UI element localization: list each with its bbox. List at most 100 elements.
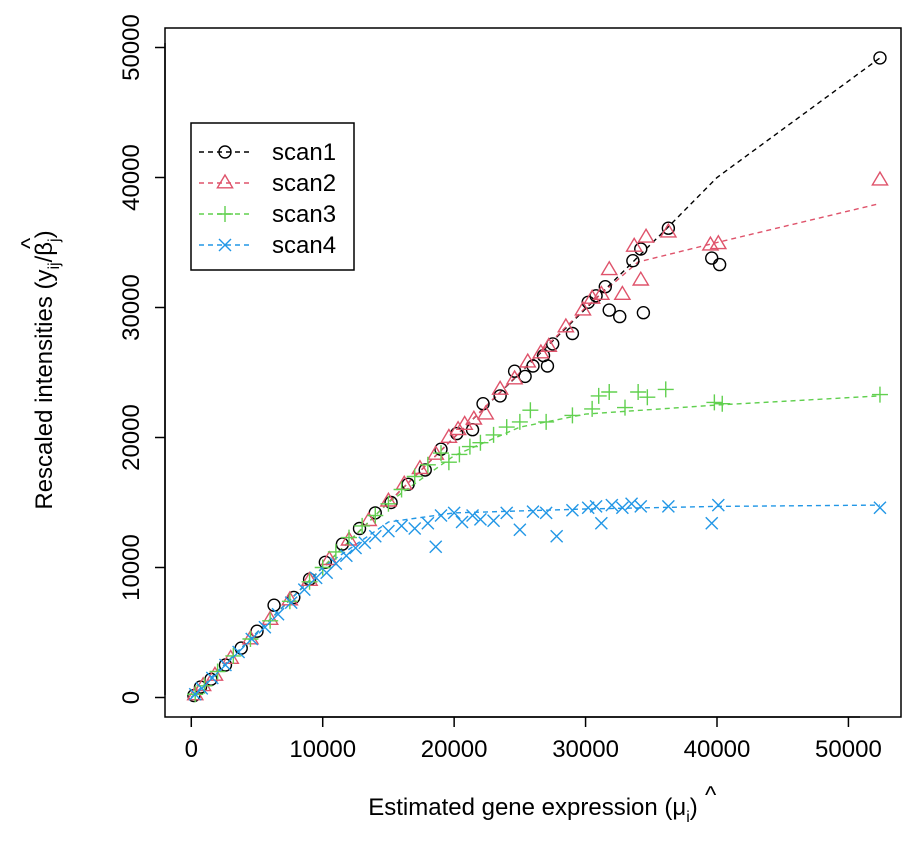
scan4-point: [705, 516, 719, 530]
scan3-point: [657, 381, 674, 398]
scan4-point: [605, 498, 619, 512]
scan4-point: [473, 512, 487, 526]
scan4-point: [455, 515, 469, 529]
scan4-point: [625, 497, 639, 511]
scan2-point: [465, 409, 483, 425]
scan2-point: [637, 227, 655, 243]
x-axis-title-subscript: i: [686, 809, 690, 826]
scan1-point: [626, 254, 640, 268]
scan1-point: [493, 389, 507, 403]
data-points: [186, 51, 889, 703]
scan3-point: [314, 559, 331, 576]
y-axis-title-subscript-ij: ij: [46, 262, 63, 269]
scan1-point: [287, 590, 301, 605]
scan4-point: [218, 658, 232, 672]
scan4-point: [581, 501, 595, 515]
scan4-point: [408, 522, 422, 535]
scan4-point: [358, 536, 372, 550]
scan1-point: [634, 242, 648, 256]
scan2-point: [320, 550, 339, 566]
scan4-point: [381, 524, 395, 538]
scan1-point: [602, 303, 616, 317]
y-tick-label: 0: [118, 691, 145, 704]
scan3-point: [367, 507, 384, 524]
legend-label-scan4: scan4: [272, 232, 336, 259]
scan3-point: [590, 387, 607, 404]
scan4-point: [589, 499, 603, 513]
scan4-point: [395, 519, 409, 533]
scan3-point: [451, 446, 468, 463]
scan1-point: [873, 51, 887, 65]
scan4-point: [661, 499, 675, 513]
scan1-point: [526, 359, 540, 373]
scan2-point: [539, 337, 558, 352]
scan4-point: [271, 607, 285, 621]
scan4-point: [711, 498, 725, 512]
x-axis-title-hat: ^: [705, 782, 717, 809]
scan3-point: [419, 456, 436, 473]
scan2-point: [613, 285, 632, 300]
scan4-point: [539, 506, 553, 520]
scan2-point: [440, 428, 458, 443]
scan4-point: [615, 501, 629, 515]
scan4-point: [284, 596, 298, 610]
x-tick-label: 30000: [552, 736, 619, 763]
scan2-point: [518, 352, 537, 368]
scan2-point: [709, 234, 728, 250]
scan4-point: [466, 509, 480, 522]
scan3-points: [187, 381, 888, 703]
scan3-point: [511, 413, 528, 430]
scan3-point: [630, 384, 647, 400]
scan2-fit-curve: [190, 202, 881, 698]
scan2-point: [625, 237, 644, 252]
scan4-point: [429, 540, 443, 554]
scan4-point: [297, 583, 311, 597]
scan4-point: [594, 516, 608, 530]
scan3-point: [225, 647, 242, 664]
scan2-point: [455, 415, 474, 430]
x-tick-label: 0: [185, 736, 198, 763]
scan4-point: [205, 671, 219, 685]
scan3-point: [393, 481, 410, 498]
scan1-point: [613, 309, 627, 324]
legend-marker-scan3: [217, 206, 233, 222]
legend: scan1 scan2 scan3 scan4: [190, 122, 355, 271]
scan3-point: [472, 434, 489, 451]
scan1-point: [546, 337, 560, 351]
scan4-point: [634, 499, 648, 513]
scan1-point: [318, 555, 333, 569]
legend-label-scan3: scan3: [272, 201, 336, 228]
scan2-point: [592, 285, 611, 300]
scan4-point: [258, 620, 272, 634]
legend-label-scan1: scan1: [272, 139, 336, 166]
y-tick-label: 10000: [118, 534, 145, 601]
x-tick-label: 50000: [815, 736, 882, 763]
scan4-point: [550, 529, 564, 543]
x-axis-title: Estimated gene expression (μi): [368, 794, 698, 826]
y-tick-label: 50000: [118, 14, 145, 81]
scan3-point: [301, 573, 318, 590]
legend-marker-scan1: [218, 145, 232, 159]
scan1-point: [352, 521, 367, 536]
x-tick-label: 40000: [684, 736, 751, 763]
scan3-point: [706, 394, 723, 411]
scan1-point: [705, 251, 719, 265]
scan3-point: [871, 386, 888, 403]
legend-label-scan2: scan2: [272, 170, 336, 197]
scan4-point: [565, 503, 579, 517]
scan4-point: [349, 541, 363, 555]
scan4-point: [339, 549, 353, 563]
scan3-point: [354, 517, 371, 534]
x-tick-label: 10000: [289, 736, 356, 763]
scan2-point: [574, 300, 592, 316]
scan2-point: [476, 404, 495, 420]
scan2-point: [871, 170, 889, 186]
y-axis-title-group: Rescaled intensities (yij/βj) ^: [17, 230, 63, 509]
scan1-point: [540, 359, 555, 373]
scan4-point: [434, 509, 448, 522]
legend-items: scan1 scan2 scan3 scan4: [199, 139, 336, 259]
scan4-point: [873, 501, 887, 515]
scan4-points: [188, 497, 887, 701]
scan3-point: [440, 454, 457, 471]
scan4-point: [245, 632, 259, 646]
